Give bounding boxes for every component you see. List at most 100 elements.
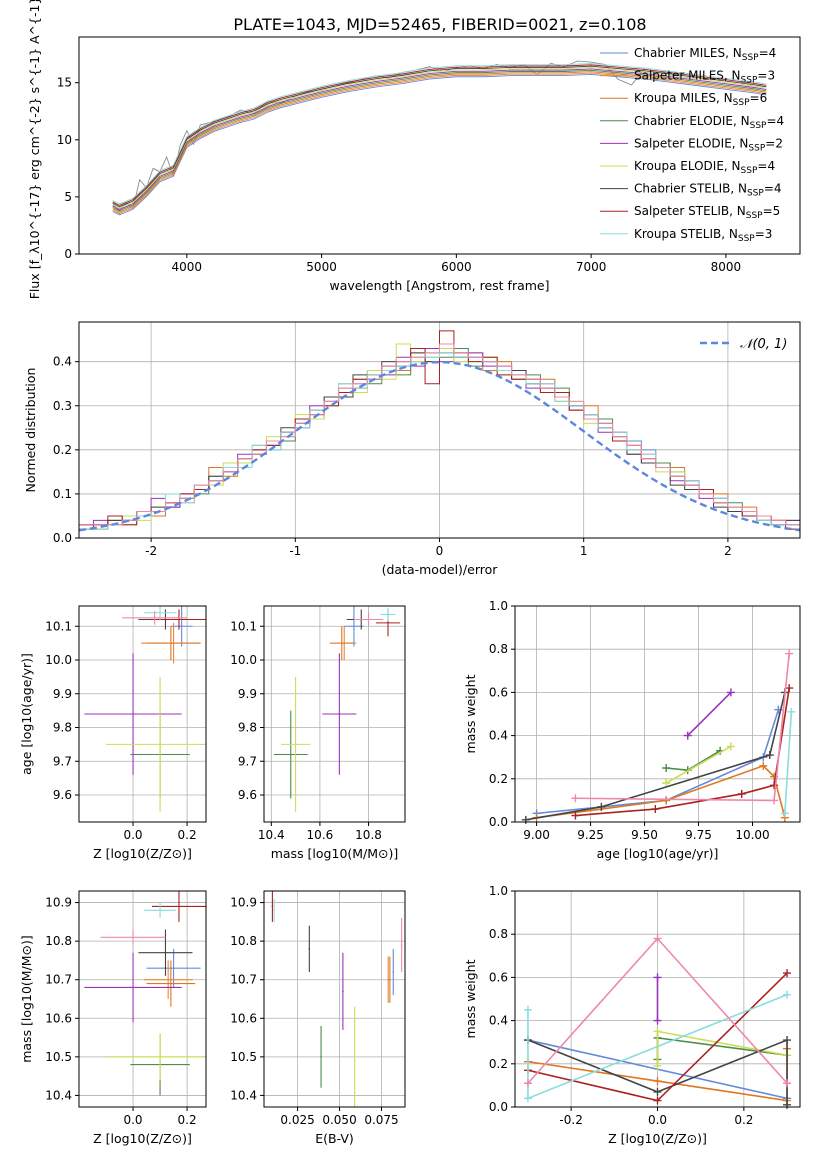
y-tick-label: 1.0 — [489, 599, 508, 613]
y-tick-label: 10.9 — [45, 896, 72, 910]
model-spectrum-line — [112, 71, 767, 213]
x-axis-label: mass [log10(M/M⊙)] — [271, 846, 399, 861]
model-spectrum-line — [112, 64, 767, 206]
data-point-marker — [523, 1005, 532, 1014]
data-point-marker — [780, 809, 789, 818]
y-tick-label: 0.2 — [489, 772, 508, 786]
y-axis-label: mass [log10(M/M⊙)] — [19, 935, 34, 1063]
axes-frame — [514, 605, 801, 823]
histogram-step — [79, 343, 800, 538]
legend-subscript: SSP — [733, 98, 750, 108]
legend-subscript: SSP — [747, 189, 764, 199]
y-axis-label: Flux [f_λ10^{-17} erg cm^{-2} s^{-1} A^{… — [27, 0, 42, 299]
x-tick-label: 0.2 — [734, 1113, 753, 1127]
data-point-marker — [785, 649, 794, 658]
x-tick-label: 0.0 — [648, 1113, 667, 1127]
x-tick-label: 0 — [436, 544, 444, 558]
x-tick-label: 10.8 — [355, 828, 382, 842]
legend-value: =4 — [766, 114, 784, 128]
data-point — [367, 618, 370, 621]
legend-entry: Kroupa MILES, NSSP=6 — [634, 91, 767, 108]
y-tick-label: 0.0 — [489, 815, 508, 829]
x-tick-label: 0.2 — [178, 1113, 197, 1127]
data-point-marker — [653, 1077, 662, 1086]
x-tick-label: 1 — [580, 544, 588, 558]
panel-mass-weight-vs-metallicity: -0.2 0.0 0.2 0.0 0.2 0.4 0.6 0.8 1.0 Z [log10(Z/Z… — [463, 884, 801, 1146]
data-point-marker — [770, 796, 779, 805]
y-tick-label: 10.8 — [45, 934, 72, 948]
data-point — [340, 642, 343, 644]
x-tick-label: 7000 — [576, 260, 607, 274]
data-point — [294, 743, 297, 746]
data-point — [159, 909, 161, 912]
x-tick-label: -1 — [289, 544, 301, 558]
x-tick-label: 8000 — [711, 260, 742, 274]
legend-entry: 𝒩(0, 1) — [740, 337, 787, 352]
data-point-marker — [783, 1100, 792, 1109]
y-tick-label: 0.1 — [53, 487, 72, 501]
legend-subscript: SSP — [741, 76, 758, 86]
series-line — [527, 1038, 788, 1105]
data-point — [320, 1056, 322, 1058]
legend-value: =2 — [765, 136, 783, 150]
data-point-marker — [653, 1016, 662, 1025]
y-tick-label: 0.4 — [53, 355, 72, 369]
y-axis-label: mass weight — [463, 959, 478, 1038]
legend-subscript: SSP — [746, 211, 763, 221]
y-tick-label: 9.7 — [53, 754, 72, 768]
y-tick-label: 10.4 — [45, 1088, 72, 1102]
legend-entry: Kroupa STELIB, NSSP=3 — [634, 227, 772, 244]
data-point-marker — [783, 1079, 792, 1088]
data-point — [132, 986, 134, 989]
x-tick-label: 10.00 — [735, 828, 769, 842]
panel-spectrum: 4000 5000 6000 7000 8000 0 5 10 15 wavelength [An… — [27, 0, 801, 299]
series-line — [665, 745, 732, 784]
model-spectrum-line — [112, 67, 767, 209]
legend-label: Chabrier STELIB, N — [634, 182, 747, 196]
data-point — [289, 753, 292, 756]
y-tick-label: 9.8 — [53, 721, 72, 735]
series-line — [525, 692, 786, 821]
x-tick-label: -0.2 — [559, 1113, 582, 1127]
model-spectrum-line — [112, 69, 767, 212]
legend-label: Salpeter STELIB, N — [634, 204, 746, 218]
legend-value: =4 — [757, 159, 775, 173]
data-point — [180, 625, 183, 628]
legend-label: Kroupa STELIB, N — [634, 227, 738, 241]
legend-value: =4 — [764, 182, 782, 196]
model-spectrum-line — [112, 68, 767, 210]
x-axis-label: wavelength [Angstrom, rest frame] — [329, 278, 549, 293]
axes-frame — [263, 890, 406, 1108]
data-point-marker — [521, 815, 530, 824]
legend-label: Kroupa ELODIE, N — [634, 159, 741, 173]
x-tick-label: 0.0 — [123, 1113, 142, 1127]
data-point — [159, 1056, 161, 1058]
y-tick-label: 9.9 — [53, 687, 72, 701]
y-tick-label: 10.0 — [230, 653, 257, 667]
legend-value: =3 — [755, 227, 773, 241]
data-point-marker — [770, 781, 779, 790]
data-point-marker — [653, 973, 662, 982]
panel-mass-weight-vs-age: 9.00 9.25 9.50 9.75 10.00 0.0 0.2 0.4 0.6 0.8 1.0 a… — [463, 599, 801, 861]
data-point-marker — [765, 751, 774, 760]
x-tick-label: 5000 — [306, 260, 337, 274]
data-point-marker — [683, 731, 692, 740]
panel-mass-vs-extinction: 0.025 0.050 0.075 10.4 10.5 10.6 10.7 10.8 10.9 E… — [230, 890, 406, 1146]
legend-entry: Chabrier STELIB, NSSP=4 — [634, 182, 782, 199]
plot-area-residuals — [79, 330, 800, 538]
x-tick-label: 9.75 — [685, 828, 712, 842]
panel-residuals: -2 -1 0 1 2 0.0 0.1 0.2 0.3 0.4 (data-model)/error… — [23, 321, 801, 577]
data-point — [389, 978, 391, 981]
data-point-marker — [783, 990, 792, 999]
y-tick-label: 0.2 — [53, 443, 72, 457]
x-tick-label: -2 — [145, 544, 157, 558]
y-tick-label: 0 — [64, 247, 72, 261]
y-tick-label: 0.8 — [489, 927, 508, 941]
data-point-marker — [662, 779, 671, 788]
data-point-marker — [653, 1061, 662, 1070]
legend-entry: Kroupa ELODIE, NSSP=4 — [634, 159, 775, 176]
legend-entry: Salpeter STELIB, NSSP=5 — [634, 204, 780, 221]
panel-age-vs-metallicity: 0.0 0.2 9.6 9.7 9.8 9.9 10.0 10.1 Z [log10(Z/Z⊙)… — [19, 605, 207, 861]
y-tick-label: 9.9 — [238, 687, 257, 701]
